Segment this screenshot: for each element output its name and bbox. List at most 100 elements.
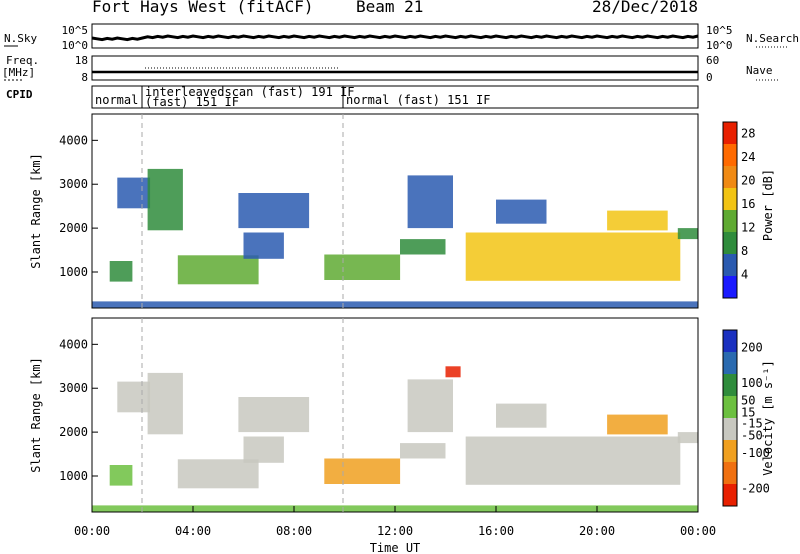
- colorbar-swatch: [723, 374, 737, 396]
- colorbar-swatch: [723, 166, 737, 188]
- colorbar-tick-label: -50: [741, 429, 763, 443]
- y-tick-label: 4000: [59, 133, 88, 147]
- cpid-segment-1: normal: [95, 93, 138, 107]
- colorbar-tick-label: -100: [741, 446, 770, 460]
- station-title: Fort Hays West (fitACF): [92, 0, 314, 16]
- velocity-echo-region-9: [465, 436, 681, 485]
- velocity-panel: 1000 2000 3000 4000 00:00 04:00 08:00 12:00 16:…: [59, 317, 716, 538]
- x-tick-label: 16:00: [478, 524, 514, 538]
- power-echo-region-11: [607, 210, 668, 231]
- power-echo-region-6: [324, 254, 401, 280]
- x-tick-label: 04:00: [175, 524, 211, 538]
- power-echo-region-13: [92, 301, 698, 308]
- y-tick-label: 3000: [59, 177, 88, 191]
- cpid-label: CPID: [6, 88, 33, 101]
- colorbar-tick-label: 8: [741, 244, 748, 258]
- nsearch-tick-bottom: 10^0: [706, 39, 733, 52]
- velocity-echo-region-12: [677, 432, 698, 444]
- colorbar-swatch: [723, 462, 737, 484]
- velocity-echo-region-11: [607, 414, 668, 435]
- velocity-echo-region-6: [324, 458, 401, 484]
- x-tick-label: 00:00: [680, 524, 716, 538]
- colorbar-tick-label: 4: [741, 268, 748, 282]
- colorbar-tick-label: 28: [741, 127, 755, 141]
- power-echo-region-8: [407, 175, 453, 229]
- colorbar-swatch: [723, 330, 737, 352]
- y-tick-label: 1000: [59, 265, 88, 279]
- velocity-echo-region-3: [177, 459, 259, 489]
- colorbar-tick-label: 20: [741, 174, 755, 188]
- power-echo-region-4: [238, 193, 310, 229]
- velocity-colorbar-label: Velocity [m s⁻¹]: [761, 360, 775, 476]
- y-tick-label: 2000: [59, 425, 88, 439]
- freq-tick-bottom: 8: [81, 71, 88, 84]
- nsky-trace: [91, 34, 699, 42]
- colorbar-swatch: [723, 232, 737, 254]
- cpid-segment-2: interleavedscan (fast) 191 IF: [145, 85, 355, 99]
- velocity-echo-region-8: [407, 379, 453, 433]
- velocity-ylabel: Slant Range [km]: [29, 357, 43, 473]
- nsearch-tick-top: 10^5: [706, 24, 733, 37]
- colorbar-tick-label: 200: [741, 341, 763, 355]
- power-ylabel: Slant Range [km]: [29, 153, 43, 269]
- nsky-tick-bottom: 10^0: [62, 39, 89, 52]
- colorbar-tick-label: 24: [741, 150, 755, 164]
- power-echo-region-5: [243, 232, 284, 259]
- x-tick-label: 00:00: [74, 524, 110, 538]
- velocity-echo-region-2: [147, 372, 183, 435]
- colorbar-swatch: [723, 210, 737, 232]
- x-tick-label: 12:00: [377, 524, 413, 538]
- colorbar-tick-label: 12: [741, 221, 755, 235]
- freq-tick-top: 18: [75, 54, 88, 67]
- velocity-echo-region-0: [109, 465, 133, 486]
- colorbar-tick-label: -15: [741, 416, 763, 430]
- nsky-tick-top: 10^5: [62, 24, 89, 37]
- freq-unit-label: [MHz]: [2, 66, 35, 79]
- power-echo-region-10: [496, 199, 547, 224]
- colorbar-swatch: [723, 122, 737, 144]
- y-tick-label: 4000: [59, 337, 88, 351]
- power-echo-region-1: [117, 177, 151, 209]
- date-title: 28/Dec/2018: [592, 0, 698, 16]
- power-colorbar: 4 8 12 16 20 24 28: [722, 121, 755, 299]
- colorbar-swatch: [723, 144, 737, 166]
- x-tick-label: 08:00: [276, 524, 312, 538]
- colorbar-swatch: [723, 484, 737, 506]
- colorbar-tick-label: 16: [741, 197, 755, 211]
- power-echo-region-3: [177, 255, 259, 285]
- colorbar-swatch: [723, 440, 737, 462]
- velocity-echo-region-10: [496, 403, 547, 428]
- power-colorbar-label: Power [dB]: [761, 169, 775, 241]
- x-axis-label: Time UT: [370, 541, 421, 554]
- colorbar-tick-label: 100: [741, 376, 763, 390]
- colorbar-tick-label: -200: [741, 481, 770, 495]
- power-echo-region-9: [465, 232, 681, 281]
- beam-title: Beam 21: [356, 0, 424, 16]
- nave-tick-top: 60: [706, 54, 719, 67]
- power-panel: 1000 2000 3000 4000: [59, 113, 699, 309]
- colorbar-swatch: [723, 352, 737, 374]
- cpid-panel: [91, 85, 699, 109]
- x-tick-label: 20:00: [579, 524, 615, 538]
- velocity-echo-region-14: [445, 366, 461, 378]
- velocity-echo-region-5: [243, 436, 284, 463]
- colorbar-tick-label: 50: [741, 393, 755, 407]
- colorbar-swatch: [723, 418, 737, 440]
- y-tick-label: 3000: [59, 381, 88, 395]
- velocity-echo-region-7: [400, 443, 446, 459]
- nave-tick-bottom: 0: [706, 71, 713, 84]
- power-echo-region-12: [677, 228, 698, 240]
- cpid-segment-2-sub: (fast) 151 IF: [145, 95, 239, 109]
- freq-label: Freq.: [6, 54, 39, 67]
- power-echo-region-7: [400, 239, 446, 255]
- colorbar-swatch: [723, 276, 737, 298]
- colorbar-swatch: [723, 254, 737, 276]
- nsearch-label: N.Search: [746, 32, 799, 45]
- y-tick-label: 2000: [59, 221, 88, 235]
- colorbar-swatch: [723, 188, 737, 210]
- colorbar-swatch: [723, 396, 737, 418]
- velocity-echo-region-1: [117, 381, 151, 413]
- cpid-segment-3: normal (fast) 151 IF: [346, 93, 491, 107]
